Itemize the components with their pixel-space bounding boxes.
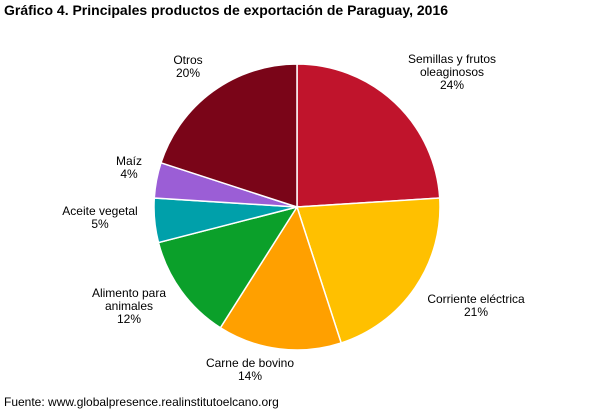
slice-value-label: 21% [464, 305, 488, 319]
slice-name-label: Otros [173, 53, 202, 67]
slice-name-label: Aceite vegetal [62, 204, 137, 218]
pie-slices [153, 63, 441, 351]
slice-value-label: 12% [117, 312, 141, 326]
slice-name-label: oleaginosos [420, 65, 484, 79]
pie-slice [219, 205, 343, 351]
slice-name-label: animales [105, 299, 153, 313]
slice-value-label: 20% [176, 66, 200, 80]
pie-slice [296, 63, 441, 208]
slice-name-label: Maíz [116, 154, 142, 168]
pie-slice [160, 63, 298, 209]
pie-slice [295, 197, 441, 344]
pie-slice [157, 205, 299, 329]
slice-value-label: 5% [91, 217, 109, 231]
slice-name-label: Semillas y frutos [408, 52, 496, 66]
slice-value-label: 14% [238, 369, 262, 383]
slice-value-label: 4% [120, 167, 138, 181]
slice-name-label: Alimento para [92, 286, 166, 300]
source-note: Fuente: www.globalpresence.realinstituto… [4, 395, 279, 409]
slice-name-label: Corriente eléctrica [427, 292, 525, 306]
slice-value-label: 24% [440, 78, 464, 92]
slice-name-label: Carne de bovino [206, 356, 294, 370]
chart-title: Gráfico 4. Principales productos de expo… [4, 2, 449, 18]
